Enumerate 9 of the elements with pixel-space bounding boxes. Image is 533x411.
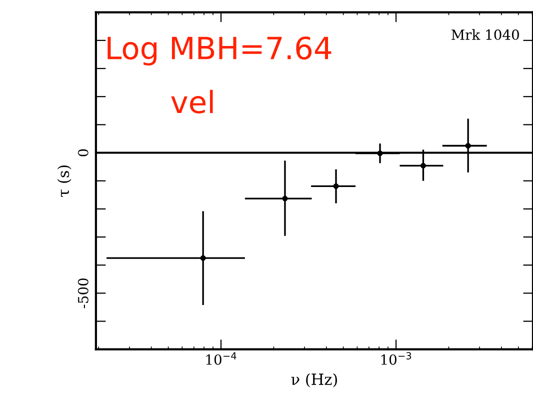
x-tick-label: 10$^{−4}$ <box>206 352 236 365</box>
x-tick-label: 10$^{−3}$ <box>381 352 412 365</box>
y-tick-label: -500 <box>78 278 88 308</box>
annotation: vel <box>171 90 213 114</box>
annotation: Mrk 1040 <box>452 29 519 40</box>
x-axis-title: ν (Hz) <box>291 373 337 388</box>
y-axis-title: τ (s) <box>57 166 72 197</box>
y-tick-label: 0 <box>78 149 88 156</box>
annotation: Log MBH=7.64 <box>108 36 332 66</box>
